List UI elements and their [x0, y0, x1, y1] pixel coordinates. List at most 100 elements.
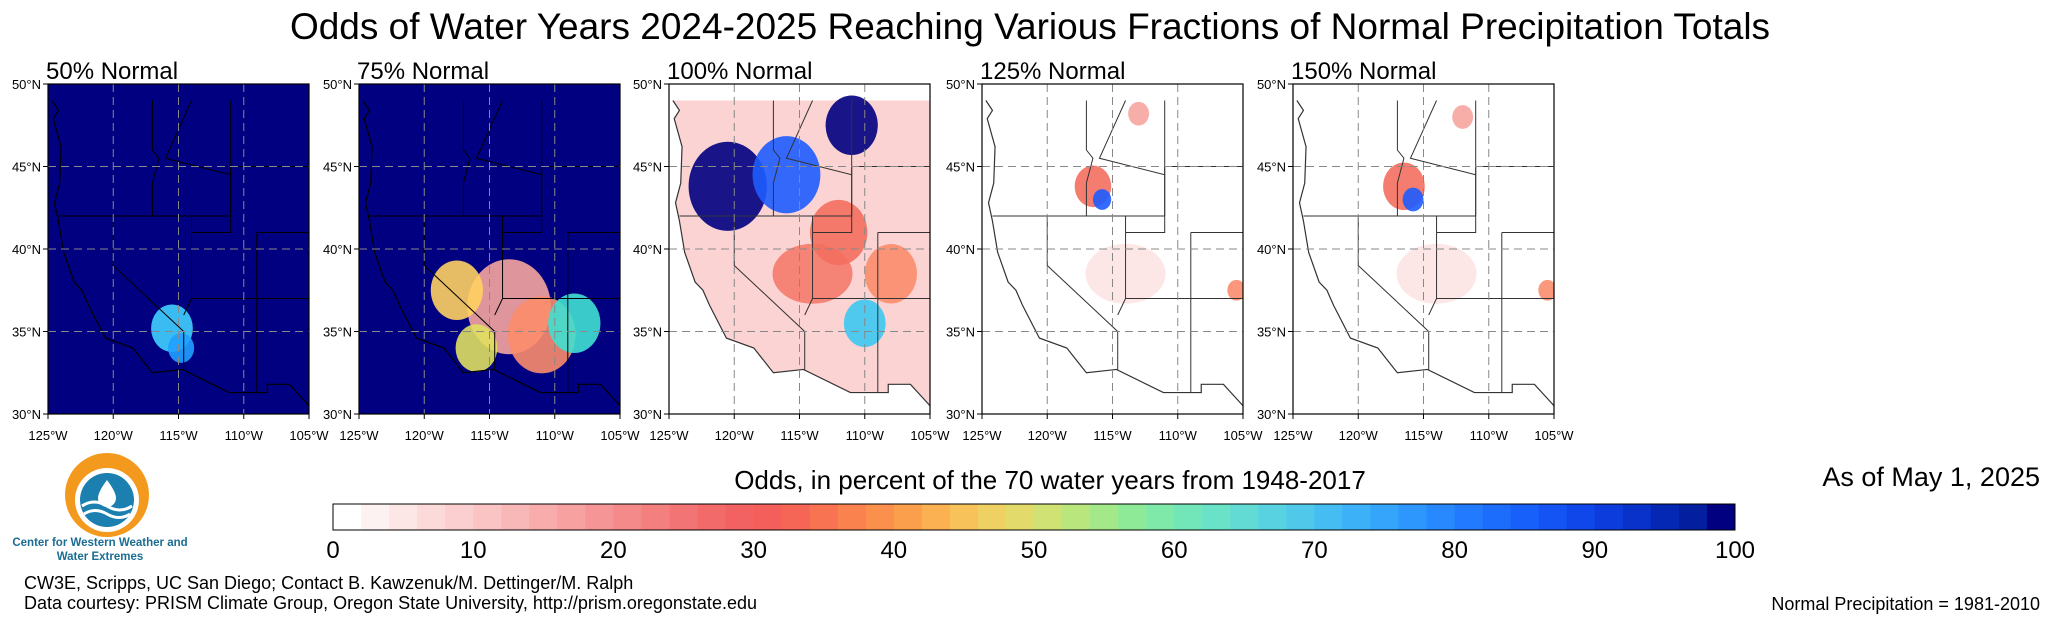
- colorbar-swatch: [1566, 504, 1596, 530]
- colorbar-swatch: [585, 504, 614, 530]
- lon-tick-label: 125°W: [649, 428, 689, 443]
- colorbar-tick-label: 60: [1161, 537, 1188, 564]
- colorbar-swatch: [977, 504, 1007, 530]
- map-panel: 75% Normal 50°N 45°N 40°N 35°N 30°N 125°W 120°W…: [323, 58, 640, 443]
- colorbar-swatch: [1706, 504, 1736, 530]
- colorbar-tick-label: 40: [880, 537, 907, 564]
- panel-title: 75% Normal: [357, 58, 489, 85]
- lat-tick-label: 35°N: [323, 325, 352, 340]
- colorbar-swatch: [1678, 504, 1708, 530]
- colorbar-swatch: [949, 504, 979, 530]
- coastline: [362, 100, 620, 407]
- colorbar-title: Odds, in percent of the 70 water years f…: [734, 465, 1366, 495]
- colorbar-swatch: [1005, 504, 1035, 530]
- state-border: [1085, 100, 1094, 216]
- lat-tick-label: 45°N: [1257, 160, 1286, 175]
- colorbar-swatch: [445, 504, 474, 530]
- colorbar-swatch: [1538, 504, 1568, 530]
- colorbar-swatch: [1062, 504, 1091, 530]
- coastline: [672, 100, 930, 407]
- colorbar-swatch: [1202, 504, 1231, 530]
- lon-tick-label: 110°W: [1159, 428, 1198, 443]
- colorbar-swatch: [1146, 504, 1175, 530]
- lat-tick-label: 35°N: [1257, 325, 1286, 340]
- probability-patch: [430, 260, 483, 320]
- probability-patch: [1452, 105, 1474, 129]
- colorbar-swatch: [725, 504, 755, 530]
- colorbar-swatch: [557, 504, 586, 530]
- cw3e-logo: [65, 453, 149, 537]
- colorbar-swatch: [1230, 504, 1259, 530]
- colorbar-swatch: [641, 504, 670, 530]
- colorbar-tick-label: 20: [600, 537, 627, 564]
- colorbar-swatch: [697, 504, 727, 530]
- state-border: [494, 298, 504, 316]
- colorbar-tick-label: 10: [460, 537, 487, 564]
- lon-tick-label: 105°W: [910, 428, 950, 443]
- state-border: [151, 100, 160, 216]
- probability-patch: [168, 333, 195, 363]
- lat-tick-label: 50°N: [323, 77, 352, 92]
- panel-title: 50% Normal: [46, 58, 178, 85]
- lon-tick-label: 105°W: [1534, 428, 1574, 443]
- lat-tick-label: 40°N: [946, 242, 975, 257]
- colorbar-swatch: [1090, 504, 1119, 530]
- lon-tick-label: 125°W: [339, 428, 379, 443]
- probability-patch: [1402, 187, 1424, 212]
- colorbar-tick-label: 50: [1021, 537, 1048, 564]
- state-border: [183, 298, 193, 316]
- colorbar-tick-label: 90: [1581, 537, 1608, 564]
- lon-tick-label: 115°W: [470, 428, 509, 443]
- probability-patch: [1128, 101, 1150, 126]
- lon-tick-label: 110°W: [846, 428, 885, 443]
- probability-patch: [548, 293, 601, 353]
- colorbar-swatch: [1398, 504, 1428, 530]
- lat-tick-label: 30°N: [946, 407, 975, 422]
- colorbar-swatch: [1650, 504, 1680, 530]
- panel-title: 150% Normal: [1291, 58, 1436, 85]
- colorbar-swatch: [501, 504, 530, 530]
- coastline: [1296, 100, 1554, 407]
- colorbar-swatch: [1510, 504, 1540, 530]
- lat-tick-label: 40°N: [1257, 242, 1286, 257]
- colorbar-swatch: [613, 504, 642, 530]
- lon-tick-label: 115°W: [1093, 428, 1132, 443]
- colorbar-swatch: [837, 504, 867, 530]
- colorbar-tick-label: 30: [740, 537, 767, 564]
- colorbar-swatch: [1426, 504, 1456, 530]
- colorbar-swatch: [753, 504, 783, 530]
- panel-title: 100% Normal: [667, 58, 812, 85]
- colorbar-swatch: [865, 504, 895, 530]
- lat-tick-label: 50°N: [946, 77, 975, 92]
- state-border: [1117, 298, 1127, 316]
- colorbar-swatch: [1342, 504, 1371, 530]
- colorbar-swatch: [1370, 504, 1400, 530]
- colorbar-swatch: [921, 504, 951, 530]
- state-border: [1396, 100, 1405, 216]
- colorbar-swatch: [1314, 504, 1343, 530]
- lat-tick-label: 45°N: [633, 160, 662, 175]
- normal-period-note: Normal Precipitation = 1981-2010: [1771, 594, 2040, 614]
- lat-tick-label: 40°N: [633, 242, 662, 257]
- lat-tick-label: 30°N: [323, 407, 352, 422]
- lon-tick-label: 110°W: [225, 428, 264, 443]
- colorbar-swatch: [389, 504, 418, 530]
- lon-tick-label: 105°W: [600, 428, 640, 443]
- colorbar-swatch: [669, 504, 699, 530]
- as-of-date: As of May 1, 2025: [1822, 462, 2040, 492]
- lon-tick-label: 120°W: [94, 428, 134, 443]
- colorbar-tick-label: 100: [1715, 537, 1755, 564]
- colorbar-swatch: [1482, 504, 1512, 530]
- colorbar-swatch: [529, 504, 558, 530]
- lat-tick-label: 30°N: [1257, 407, 1286, 422]
- colorbar-swatch: [1286, 504, 1315, 530]
- lat-tick-label: 35°N: [633, 325, 662, 340]
- lat-tick-label: 40°N: [323, 242, 352, 257]
- colorbar-swatch: [473, 504, 502, 530]
- colorbar-swatch: [809, 504, 839, 530]
- lat-tick-label: 50°N: [633, 77, 662, 92]
- state-border: [772, 100, 781, 216]
- lon-tick-label: 120°W: [405, 428, 445, 443]
- figure-title: Odds of Water Years 2024-2025 Reaching V…: [289, 6, 1771, 47]
